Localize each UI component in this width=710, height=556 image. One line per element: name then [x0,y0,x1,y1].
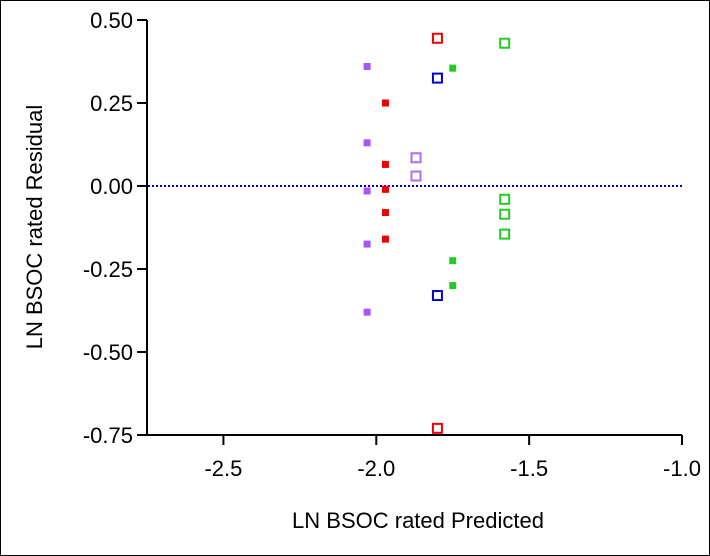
y-axis-title: LN BSOC rated Residual [22,105,47,350]
y-tick-label: -0.75 [83,423,133,448]
y-tick-label: -0.50 [83,340,133,365]
y-tick-label: 0.50 [90,8,133,33]
data-point [431,32,443,44]
data-point [381,209,389,217]
data-point [381,185,389,193]
axes [146,20,682,436]
data-point [410,170,422,182]
data-point [499,228,511,240]
data-point [499,37,511,49]
data-point [431,290,443,302]
data-point [381,235,389,243]
x-tick-label: -2.5 [204,456,242,481]
x-tick-label: -2.0 [357,456,395,481]
data-point [381,160,389,168]
x-tick-label: -1.5 [510,456,548,481]
data-point [431,422,443,434]
data-point [499,208,511,220]
data-point [363,240,371,248]
data-point [363,308,371,316]
x-axis-title: LN BSOC rated Predicted [292,508,544,533]
data-point [499,193,511,205]
y-tick-label: -0.25 [83,257,133,282]
data-point [363,187,371,195]
data-point [363,62,371,70]
data-point [410,152,422,164]
data-points [363,32,511,434]
data-point [381,99,389,107]
y-tick-label: 0.25 [90,91,133,116]
data-point [431,72,443,84]
data-point [363,139,371,147]
ticks: 0.50 0.25 0.00 -0.25 -0.50 -0.75 -2.5 -2.0 -1.5 -… [83,8,701,481]
x-tick-label: -1.0 [663,456,701,481]
y-tick-label: 0.00 [90,174,133,199]
data-point [449,64,457,72]
data-point [449,257,457,265]
data-point [449,282,457,290]
